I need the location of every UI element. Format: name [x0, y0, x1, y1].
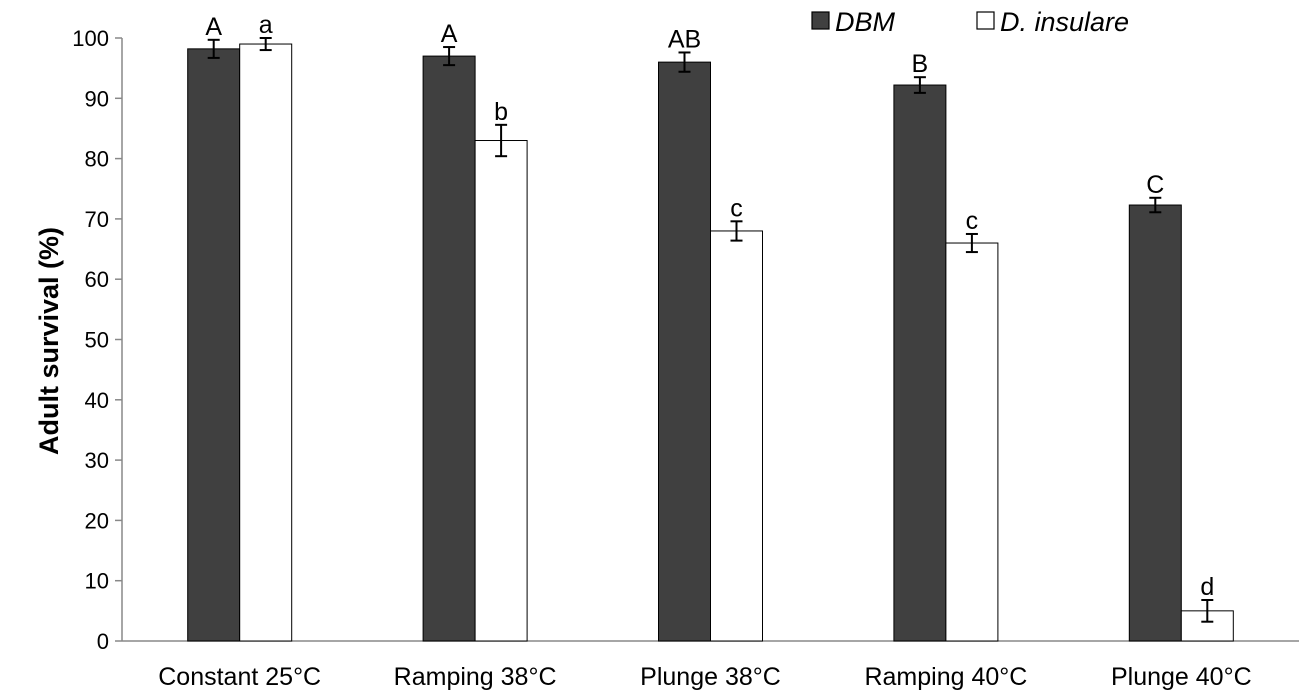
y-tick-label: 10	[85, 569, 109, 594]
significance-letter: b	[494, 98, 508, 126]
y-tick-label: 90	[85, 86, 109, 111]
x-category-label: Plunge 40°C	[1111, 663, 1252, 691]
significance-letter: B	[912, 50, 929, 78]
significance-letter: A	[441, 20, 458, 48]
legend-label: D. insulare	[1000, 7, 1129, 37]
bars	[187, 43, 1234, 642]
significance-letter: A	[205, 13, 222, 41]
bar-d-insulare	[945, 242, 999, 642]
y-tick-label: 0	[97, 629, 109, 654]
y-tick-label: 80	[85, 147, 109, 172]
y-tick-label: 50	[85, 328, 109, 353]
y-tick-label: 40	[85, 388, 109, 413]
y-tick-label: 70	[85, 207, 109, 232]
significance-letter: c	[730, 194, 743, 222]
bar-dbm	[893, 84, 947, 642]
y-tick-label: 100	[72, 26, 109, 51]
legend-label: DBM	[835, 7, 896, 37]
bar-dbm	[1128, 204, 1182, 642]
bar-dbm	[658, 61, 711, 642]
significance-letter: d	[1200, 573, 1214, 601]
x-category-label: Ramping 40°C	[864, 663, 1027, 691]
legend: DBM D. insulare	[811, 7, 1129, 37]
x-category-label: Constant 25°C	[158, 663, 321, 691]
bar-d-insulare	[239, 43, 293, 642]
bar-d-insulare	[474, 140, 528, 642]
axes: 0 10 20 30 40 50 60 70 80 90 100 Constant 25°C Rampi…	[72, 26, 1299, 691]
legend-swatch	[811, 11, 830, 30]
x-category-label: Plunge 38°C	[640, 663, 781, 691]
y-tick-label: 30	[85, 448, 109, 473]
significance-letter: AB	[668, 25, 701, 53]
significance-letter: a	[259, 11, 273, 39]
y-axis-label: Adult survival (%)	[34, 227, 64, 455]
bar-dbm	[187, 48, 241, 642]
bar-d-insulare	[710, 230, 763, 642]
significance-letter: C	[1146, 171, 1164, 199]
error-bars	[207, 37, 1214, 623]
y-tick-label: 20	[85, 508, 109, 533]
x-category-label: Ramping 38°C	[394, 663, 557, 691]
bar-dbm	[422, 55, 476, 642]
significance-letter: c	[966, 207, 979, 235]
legend-swatch	[976, 11, 995, 30]
y-tick-label: 60	[85, 267, 109, 292]
